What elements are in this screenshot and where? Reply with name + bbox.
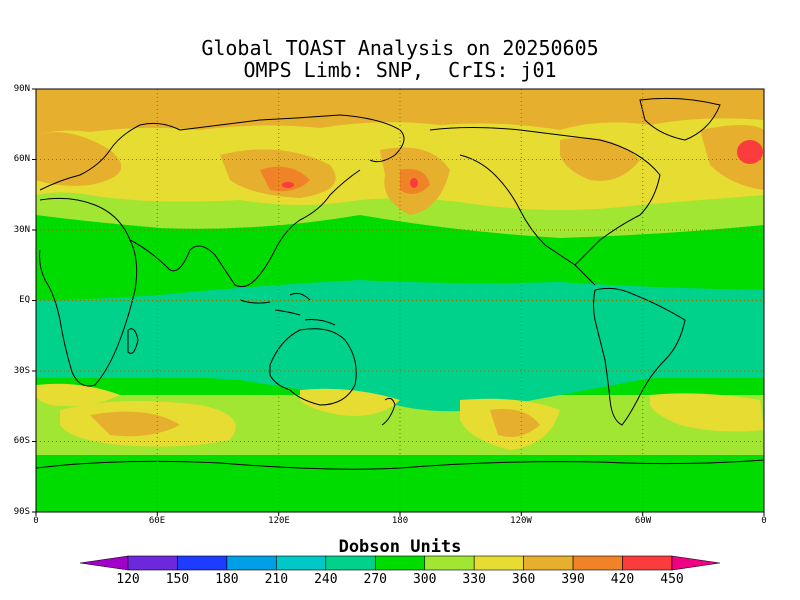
north-america-coast <box>429 127 661 266</box>
indonesia-coast <box>239 292 336 326</box>
colorbar-segment <box>473 555 524 571</box>
antarctic-region <box>36 461 764 512</box>
australia-coast <box>269 328 357 406</box>
colorbar-tick-label: 150 <box>165 572 190 587</box>
lon-label: 60E <box>148 516 166 526</box>
lat-label: 60S <box>13 436 30 446</box>
s-orange-2 <box>490 409 540 438</box>
colorbar-tick-label: 360 <box>511 572 536 587</box>
lon-label: 0 <box>761 516 767 526</box>
africa-coast <box>39 197 138 387</box>
colorbar-tick-label: 240 <box>314 572 338 587</box>
colorbar-low-arrow <box>79 555 129 571</box>
south-america-coast <box>593 287 686 426</box>
lon-label: 180 <box>391 516 409 526</box>
lon-label: 120W <box>510 516 532 526</box>
s-yellow-3 <box>300 388 400 416</box>
asia-max <box>282 182 294 188</box>
colorbar-segment <box>325 555 376 571</box>
colorbar-high-arrow <box>671 555 721 571</box>
siberia-coast <box>179 114 405 163</box>
map-title: Global TOAST Analysis on 20250605 <box>201 36 599 60</box>
colorbar-tick-label: 180 <box>215 572 239 587</box>
pacific-max <box>410 178 418 188</box>
colorbar-segment <box>622 555 673 571</box>
coastlines <box>36 97 764 470</box>
colorbar-segment <box>127 555 178 571</box>
central-america-coast <box>574 264 596 286</box>
graticule <box>36 89 764 512</box>
colorbar-segment <box>177 555 228 571</box>
lat-label: EQ <box>19 295 30 305</box>
tick-marks <box>32 88 765 516</box>
colorbar-segment <box>424 555 475 571</box>
lat-label: 90S <box>13 507 30 517</box>
s-yellow-1 <box>36 383 120 407</box>
lon-label: 0 <box>33 516 39 526</box>
asia-high <box>260 166 310 192</box>
antarctica-coast <box>36 459 764 470</box>
colorbar-tick-label: 300 <box>412 572 437 587</box>
colorbar-tick-label: 420 <box>610 572 635 587</box>
colorbar-title: Dobson Units <box>338 537 462 557</box>
colorbar-tick-label: 270 <box>363 572 387 587</box>
asia-coast <box>129 169 361 288</box>
lat-label: 90N <box>13 84 30 94</box>
lon-label: 120E <box>268 516 290 526</box>
europe-coast <box>39 122 181 191</box>
colorbar-tick-label: 450 <box>660 572 684 587</box>
europe-orange <box>36 132 122 186</box>
colorbar-segment <box>572 555 623 571</box>
colorbar-segment <box>276 555 327 571</box>
colorbar-segment <box>374 555 426 571</box>
lat-label: 30S <box>13 366 30 376</box>
lat-label: 60N <box>13 154 30 164</box>
colorbar <box>79 555 721 571</box>
nz-coast <box>381 397 396 426</box>
colorbar-segment <box>226 555 277 571</box>
colorbar-segment <box>523 555 574 571</box>
lon-label: 60W <box>634 516 652 526</box>
madagascar-coast <box>127 328 139 354</box>
arctic-orange <box>36 89 764 135</box>
map-subtitle: OMPS Limb: SNP, CrIS: j01 <box>243 58 557 82</box>
lat-label: 30N <box>13 225 30 235</box>
colorbar-tick-label: 390 <box>561 572 585 587</box>
colorbar-tick-label: 210 <box>264 572 289 587</box>
colorbar-tick-label: 330 <box>462 572 486 587</box>
atlantic-max <box>737 140 763 164</box>
s-yellow-5 <box>650 393 764 432</box>
greenland-coast <box>639 97 721 141</box>
colorbar-tick-label: 120 <box>116 572 140 587</box>
